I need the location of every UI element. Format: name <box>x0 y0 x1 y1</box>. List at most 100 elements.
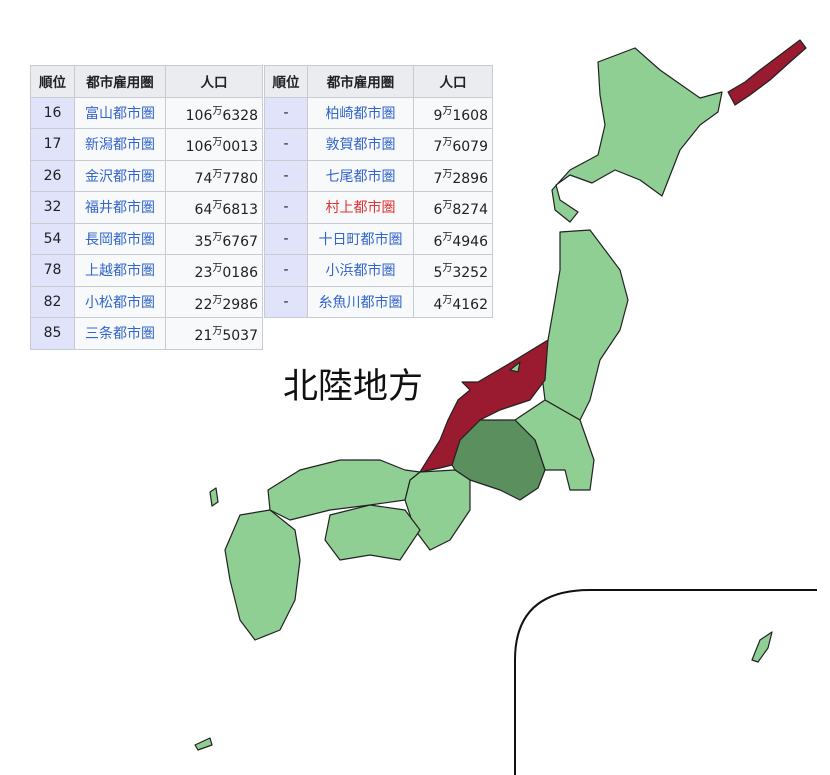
rank-cell: 78 <box>30 254 75 287</box>
area-link[interactable]: 小松都市圏 <box>74 285 166 318</box>
pop-low: 6328 <box>222 107 258 124</box>
pop-low: 4946 <box>452 233 488 250</box>
pop-low: 6079 <box>452 139 488 156</box>
area-link[interactable]: 新潟都市圏 <box>74 128 166 161</box>
pop-high: 9 <box>433 107 443 124</box>
rank-cell: - <box>264 159 308 192</box>
population-cell: 5万3252 <box>413 254 493 287</box>
inset-border <box>514 589 817 775</box>
unit-man: 万 <box>212 200 223 212</box>
pop-low: 1608 <box>452 107 488 124</box>
area-link[interactable]: 三条都市圏 <box>74 317 166 350</box>
pop-low: 2896 <box>452 170 488 187</box>
pop-low: 6813 <box>222 202 258 219</box>
pop-high: 7 <box>433 139 443 156</box>
region-hokkaido <box>551 47 723 223</box>
area-link[interactable]: 小浜都市圏 <box>307 254 414 287</box>
map-label: 北陸地方 <box>283 367 424 407</box>
region-kyushu <box>224 509 301 641</box>
table-row: - 敦賀都市圏 7万6079 <box>264 128 493 161</box>
unit-man: 万 <box>442 168 453 180</box>
pop-high: 5 <box>433 265 443 282</box>
unit-man: 万 <box>442 200 453 212</box>
table-row: 17 新潟都市圏 106万0013 <box>30 128 263 161</box>
table-row: 54 長岡都市圏 35万6767 <box>30 222 263 255</box>
population-cell: 74万7780 <box>165 159 263 192</box>
unit-man: 万 <box>212 105 223 117</box>
unit-man: 万 <box>212 294 223 306</box>
area-link[interactable]: 敦賀都市圏 <box>307 128 414 161</box>
area-link[interactable]: 七尾都市圏 <box>307 159 414 192</box>
rank-cell: 17 <box>30 128 75 161</box>
population-cell: 21万5037 <box>165 317 263 350</box>
pop-high: 35 <box>194 233 213 250</box>
pop-low: 8274 <box>452 202 488 219</box>
rank-cell: - <box>264 285 308 318</box>
population-cell: 6万4946 <box>413 222 493 255</box>
island-sado <box>509 361 521 373</box>
pop-high: 21 <box>194 328 213 345</box>
area-link[interactable]: 村上都市圏 <box>307 191 414 224</box>
unit-man: 万 <box>442 137 453 149</box>
region-tohoku <box>539 229 629 421</box>
table-row: - 柏崎都市圏 9万1608 <box>264 96 493 129</box>
header-area[interactable]: 都市雇用圏 <box>74 65 166 98</box>
rank-cell: 85 <box>30 317 75 350</box>
population-cell: 7万2896 <box>413 159 493 192</box>
table-row: 16 富山都市圏 106万6328 <box>30 96 263 129</box>
table-row: 32 福井都市圏 64万6813 <box>30 191 263 224</box>
population-cell: 22万2986 <box>165 285 263 318</box>
area-link[interactable]: 富山都市圏 <box>74 96 166 129</box>
population-cell: 6万8274 <box>413 191 493 224</box>
pop-high: 6 <box>433 233 443 250</box>
unit-man: 万 <box>212 137 223 149</box>
population-cell: 9万1608 <box>413 96 493 129</box>
area-link[interactable]: 柏崎都市圏 <box>307 96 414 129</box>
pop-high: 23 <box>194 265 213 282</box>
rank-cell: 54 <box>30 222 75 255</box>
rank-cell: - <box>264 222 308 255</box>
area-link[interactable]: 金沢都市圏 <box>74 159 166 192</box>
pop-high: 4 <box>433 296 443 313</box>
island-tsushima <box>209 487 219 507</box>
header-rank[interactable]: 順位 <box>30 65 75 98</box>
pop-low: 6767 <box>222 233 258 250</box>
population-cell: 7万6079 <box>413 128 493 161</box>
rank-cell: - <box>264 128 308 161</box>
pop-high: 7 <box>433 170 443 187</box>
unit-man: 万 <box>212 326 223 338</box>
population-cell: 64万6813 <box>165 191 263 224</box>
unit-man: 万 <box>212 168 223 180</box>
island-amami <box>194 737 213 751</box>
table-row: 85 三条都市圏 21万5037 <box>30 317 263 350</box>
area-link[interactable]: 十日町都市圏 <box>307 222 414 255</box>
population-cell: 23万0186 <box>165 254 263 287</box>
rank-cell: 82 <box>30 285 75 318</box>
pop-low: 2986 <box>222 296 258 313</box>
header-area[interactable]: 都市雇用圏 <box>307 65 414 98</box>
header-population[interactable]: 人口 <box>165 65 263 98</box>
population-cell: 106万6328 <box>165 96 263 129</box>
table-row: - 村上都市圏 6万8274 <box>264 191 493 224</box>
pop-low: 3252 <box>452 265 488 282</box>
pop-low: 0013 <box>222 139 258 156</box>
table-row: - 七尾都市圏 7万2896 <box>264 159 493 192</box>
area-link[interactable]: 糸魚川都市圏 <box>307 285 414 318</box>
pop-low: 5037 <box>222 328 258 345</box>
unit-man: 万 <box>212 263 223 275</box>
island-okinawa <box>751 631 773 663</box>
unit-man: 万 <box>442 231 453 243</box>
pop-high: 6 <box>433 202 443 219</box>
area-link[interactable]: 長岡都市圏 <box>74 222 166 255</box>
pop-high: 106 <box>185 107 213 124</box>
pop-low: 7780 <box>222 170 258 187</box>
rank-cell: - <box>264 191 308 224</box>
header-population[interactable]: 人口 <box>413 65 493 98</box>
region-kuril <box>727 39 807 106</box>
table-row: 26 金沢都市圏 74万7780 <box>30 159 263 192</box>
area-link[interactable]: 上越都市圏 <box>74 254 166 287</box>
header-rank[interactable]: 順位 <box>264 65 308 98</box>
table-row: 82 小松都市圏 22万2986 <box>30 285 263 318</box>
area-link[interactable]: 福井都市圏 <box>74 191 166 224</box>
pop-low: 4162 <box>452 296 488 313</box>
